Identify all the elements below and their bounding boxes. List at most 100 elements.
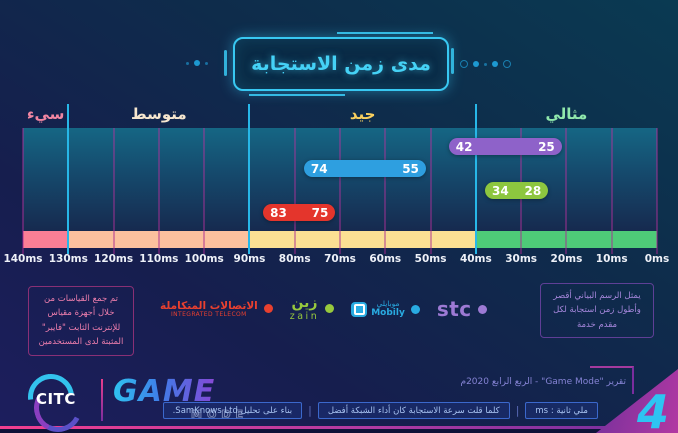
integrated-telecom-name-ar: الاتصالات المتكاملة — [160, 299, 258, 312]
zone-label-0: سيء — [26, 105, 65, 123]
mobily-icon — [351, 301, 368, 317]
gridline-50 — [430, 128, 432, 231]
tick-label-30: 30ms — [505, 253, 538, 265]
tick-label-70: 70ms — [324, 253, 356, 265]
badge-samknows: بناء على تحليل SamKnows Ltd. — [162, 402, 303, 419]
boundary-tick-130 — [67, 104, 70, 128]
zain-logo: زين zain — [290, 295, 319, 322]
zone-labels: سيء متوسط جيد مثالي — [23, 96, 657, 126]
gridline-60 — [384, 128, 386, 231]
dot-icon — [473, 61, 479, 67]
tick-label-140: 140ms — [3, 253, 43, 265]
tick-label-0: 0ms — [644, 253, 670, 265]
tick-label-80: 80ms — [278, 253, 311, 265]
band-tick-130 — [67, 231, 70, 254]
bar-max-label-mobily: 74 — [310, 161, 328, 176]
zain-name-ar: زين — [291, 295, 318, 312]
bar-max-label-stc: 42 — [455, 139, 473, 154]
axis-band-zone-2 — [249, 231, 476, 248]
gridline-20 — [565, 128, 567, 231]
measurement-note: تم جمع القياسات من خلال أجهزة مقياس للإن… — [28, 286, 134, 356]
zone-label-2: جيد — [349, 105, 376, 123]
report-caption: تقرير "Game Mode" - الربع الرابع 2020م — [460, 377, 626, 387]
gridline-80 — [294, 128, 296, 231]
boundary-tick-90 — [248, 104, 251, 128]
legend-dot-green — [325, 304, 335, 314]
mobily-name-en: Mobily — [371, 308, 405, 319]
zone-label-3: مثالي — [545, 105, 588, 123]
gridline-100 — [203, 128, 205, 231]
stc-logo: stc — [436, 297, 472, 321]
dot-icon — [194, 60, 200, 66]
band-tick-120 — [113, 231, 115, 254]
decorative-dots-left — [186, 60, 208, 66]
dot-icon — [484, 62, 487, 66]
title-frame: مدى زمن الاستجابة — [233, 32, 449, 96]
badge-separator: | — [308, 404, 312, 417]
gridline-130 — [67, 128, 70, 231]
zain-name-en: zain — [289, 310, 320, 322]
plot-area: 42 25 74 55 34 28 83 75 — [22, 104, 658, 231]
citc-logo: CITC — [18, 364, 89, 433]
gridline-0 — [656, 128, 658, 231]
range-bar-integrated-telecom: 83 75 — [263, 204, 336, 221]
band-tick-140 — [22, 231, 24, 254]
title-frame-accent-right — [451, 48, 454, 74]
footer-bottom-strip — [0, 429, 678, 433]
legend-dot-red — [263, 304, 273, 314]
bar-max-label-integrated-telecom: 83 — [270, 205, 287, 220]
gridline-90 — [248, 128, 251, 231]
zone-label-1: متوسط — [131, 105, 187, 123]
dot-icon — [186, 61, 189, 65]
mobily-logo: موبايلي Mobily — [351, 299, 405, 319]
badge-separator: | — [515, 404, 520, 417]
gridline-120 — [113, 128, 115, 231]
footer-badges: ملي ثانية : ms | كلما قلت سرعة الاستجابة… — [162, 402, 598, 419]
tick-label-100: 100ms — [184, 253, 224, 265]
range-bar-zain: 34 28 — [485, 182, 549, 199]
tick-label-60: 60ms — [369, 253, 402, 265]
decorative-dots-right — [460, 60, 511, 68]
band-tick-110 — [158, 231, 160, 254]
title-frame-accent-left — [224, 50, 227, 76]
gridline-40 — [474, 128, 477, 231]
logo-separator — [101, 379, 103, 421]
legend-dot-purple — [477, 304, 487, 314]
integrated-telecom-logo: الاتصالات المتكاملة INTEGRATED TELECOM — [160, 300, 258, 319]
band-tick-30 — [520, 231, 522, 254]
tick-label-20: 20ms — [550, 253, 583, 265]
axis-band-zone-0 — [23, 231, 69, 248]
gridline-30 — [520, 128, 522, 231]
band-tick-0 — [656, 231, 658, 254]
tick-label-90: 90ms — [233, 253, 266, 265]
tick-label-110: 110ms — [139, 253, 179, 265]
tick-label-50: 50ms — [414, 253, 447, 265]
legend-item-zain: زين zain — [290, 295, 335, 322]
tick-label-40: 40ms — [459, 253, 492, 265]
axis-tick-labels: 140ms 130ms 120ms 110ms 100ms 90ms 80ms 70ms 60m… — [3, 253, 669, 269]
band-tick-50 — [430, 231, 432, 254]
tick-label-130: 130ms — [48, 253, 88, 265]
band-tick-100 — [203, 231, 205, 254]
page-number: 4 — [636, 385, 669, 433]
band-tick-90 — [248, 231, 251, 254]
band-tick-60 — [384, 231, 386, 254]
legend-item-mobily: موبايلي Mobily — [351, 299, 420, 319]
tick-label-120: 120ms — [94, 253, 134, 265]
integrated-telecom-name-en: INTEGRATED TELECOM — [170, 310, 247, 318]
range-bar-stc: 42 25 — [448, 138, 562, 155]
legend-item-stc: stc — [437, 297, 487, 321]
bar-min-label-integrated-telecom: 75 — [311, 205, 329, 220]
band-tick-20 — [565, 231, 567, 254]
game-logo-text: GAME — [113, 377, 248, 407]
range-bar-mobily: 74 55 — [303, 160, 426, 177]
bar-min-label-mobily: 55 — [402, 161, 419, 176]
axis-band — [22, 231, 658, 254]
band-tick-70 — [339, 231, 341, 254]
badge-ms-unit: ملي ثانية : ms — [525, 402, 598, 419]
dot-icon — [460, 60, 468, 68]
page-title: مدى زمن الاستجابة — [251, 53, 431, 75]
gridline-110 — [158, 128, 160, 231]
gridline-10 — [611, 128, 613, 231]
